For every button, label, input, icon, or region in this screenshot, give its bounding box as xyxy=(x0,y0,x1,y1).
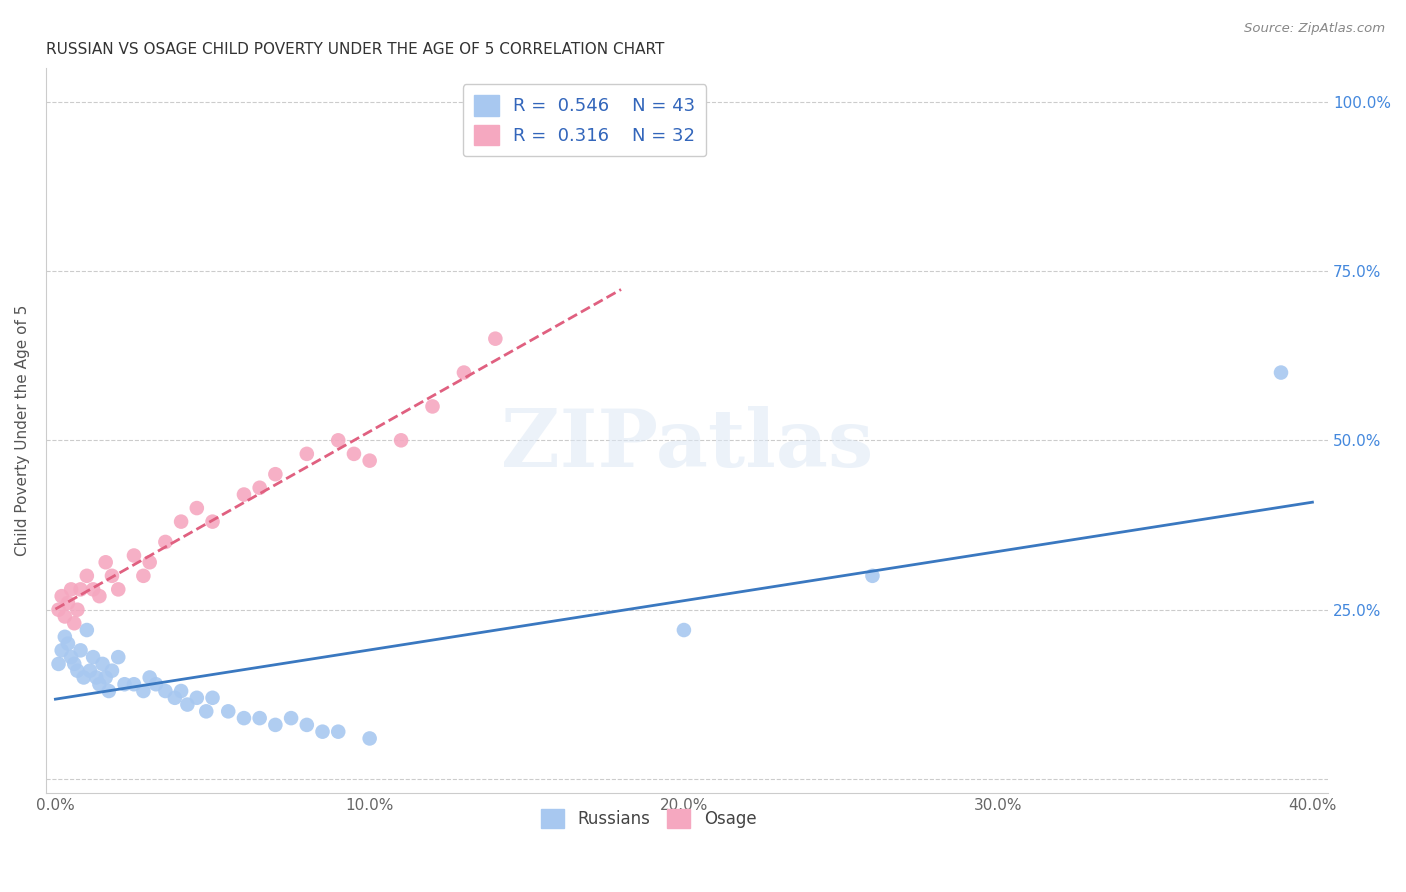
Point xyxy=(201,690,224,705)
Point xyxy=(359,731,381,746)
Point xyxy=(176,698,198,712)
Point xyxy=(145,677,167,691)
Point xyxy=(91,657,114,671)
Point xyxy=(862,569,884,583)
Point xyxy=(51,643,73,657)
Point xyxy=(186,501,208,516)
Point xyxy=(107,582,129,597)
Point xyxy=(82,650,104,665)
Point xyxy=(389,434,412,448)
Point xyxy=(217,704,239,718)
Point xyxy=(328,724,350,739)
Point xyxy=(89,589,111,603)
Point xyxy=(48,603,70,617)
Point xyxy=(69,643,91,657)
Point xyxy=(328,434,350,448)
Point xyxy=(311,724,333,739)
Point xyxy=(249,711,271,725)
Point xyxy=(79,664,101,678)
Text: Source: ZipAtlas.com: Source: ZipAtlas.com xyxy=(1244,22,1385,36)
Text: ZIPatlas: ZIPatlas xyxy=(501,406,873,483)
Point xyxy=(186,690,208,705)
Point xyxy=(60,582,83,597)
Point xyxy=(233,487,256,501)
Point xyxy=(1270,366,1292,380)
Point xyxy=(359,453,381,467)
Point xyxy=(94,670,117,684)
Point xyxy=(48,657,70,671)
Point xyxy=(264,718,287,732)
Point xyxy=(89,677,111,691)
Text: RUSSIAN VS OSAGE CHILD POVERTY UNDER THE AGE OF 5 CORRELATION CHART: RUSSIAN VS OSAGE CHILD POVERTY UNDER THE… xyxy=(46,42,665,57)
Point xyxy=(155,684,177,698)
Point xyxy=(114,677,136,691)
Point xyxy=(84,670,107,684)
Point xyxy=(422,400,444,414)
Point xyxy=(94,555,117,569)
Point xyxy=(155,535,177,549)
Point xyxy=(73,670,96,684)
Point xyxy=(82,582,104,597)
Point xyxy=(201,515,224,529)
Point xyxy=(97,684,120,698)
Point xyxy=(76,623,98,637)
Point xyxy=(484,332,506,346)
Point xyxy=(280,711,302,725)
Point xyxy=(672,623,695,637)
Point xyxy=(343,447,366,461)
Point xyxy=(76,569,98,583)
Point xyxy=(195,704,218,718)
Point xyxy=(60,650,83,665)
Point xyxy=(249,481,271,495)
Point xyxy=(138,670,160,684)
Point xyxy=(56,637,79,651)
Point xyxy=(122,677,145,691)
Point xyxy=(66,603,89,617)
Point xyxy=(170,684,193,698)
Point xyxy=(51,589,73,603)
Point xyxy=(132,684,155,698)
Point xyxy=(122,549,145,563)
Point xyxy=(170,515,193,529)
Point xyxy=(63,657,86,671)
Point xyxy=(453,366,475,380)
Point xyxy=(66,664,89,678)
Y-axis label: Child Poverty Under the Age of 5: Child Poverty Under the Age of 5 xyxy=(15,304,30,556)
Point xyxy=(53,630,76,644)
Point xyxy=(53,609,76,624)
Point xyxy=(63,616,86,631)
Point xyxy=(138,555,160,569)
Point xyxy=(264,467,287,482)
Point xyxy=(132,569,155,583)
Point xyxy=(101,664,124,678)
Point xyxy=(295,718,318,732)
Point xyxy=(56,596,79,610)
Point xyxy=(107,650,129,665)
Point xyxy=(69,582,91,597)
Legend: Russians, Osage: Russians, Osage xyxy=(534,803,763,835)
Point xyxy=(163,690,186,705)
Point xyxy=(233,711,256,725)
Point xyxy=(101,569,124,583)
Point xyxy=(295,447,318,461)
